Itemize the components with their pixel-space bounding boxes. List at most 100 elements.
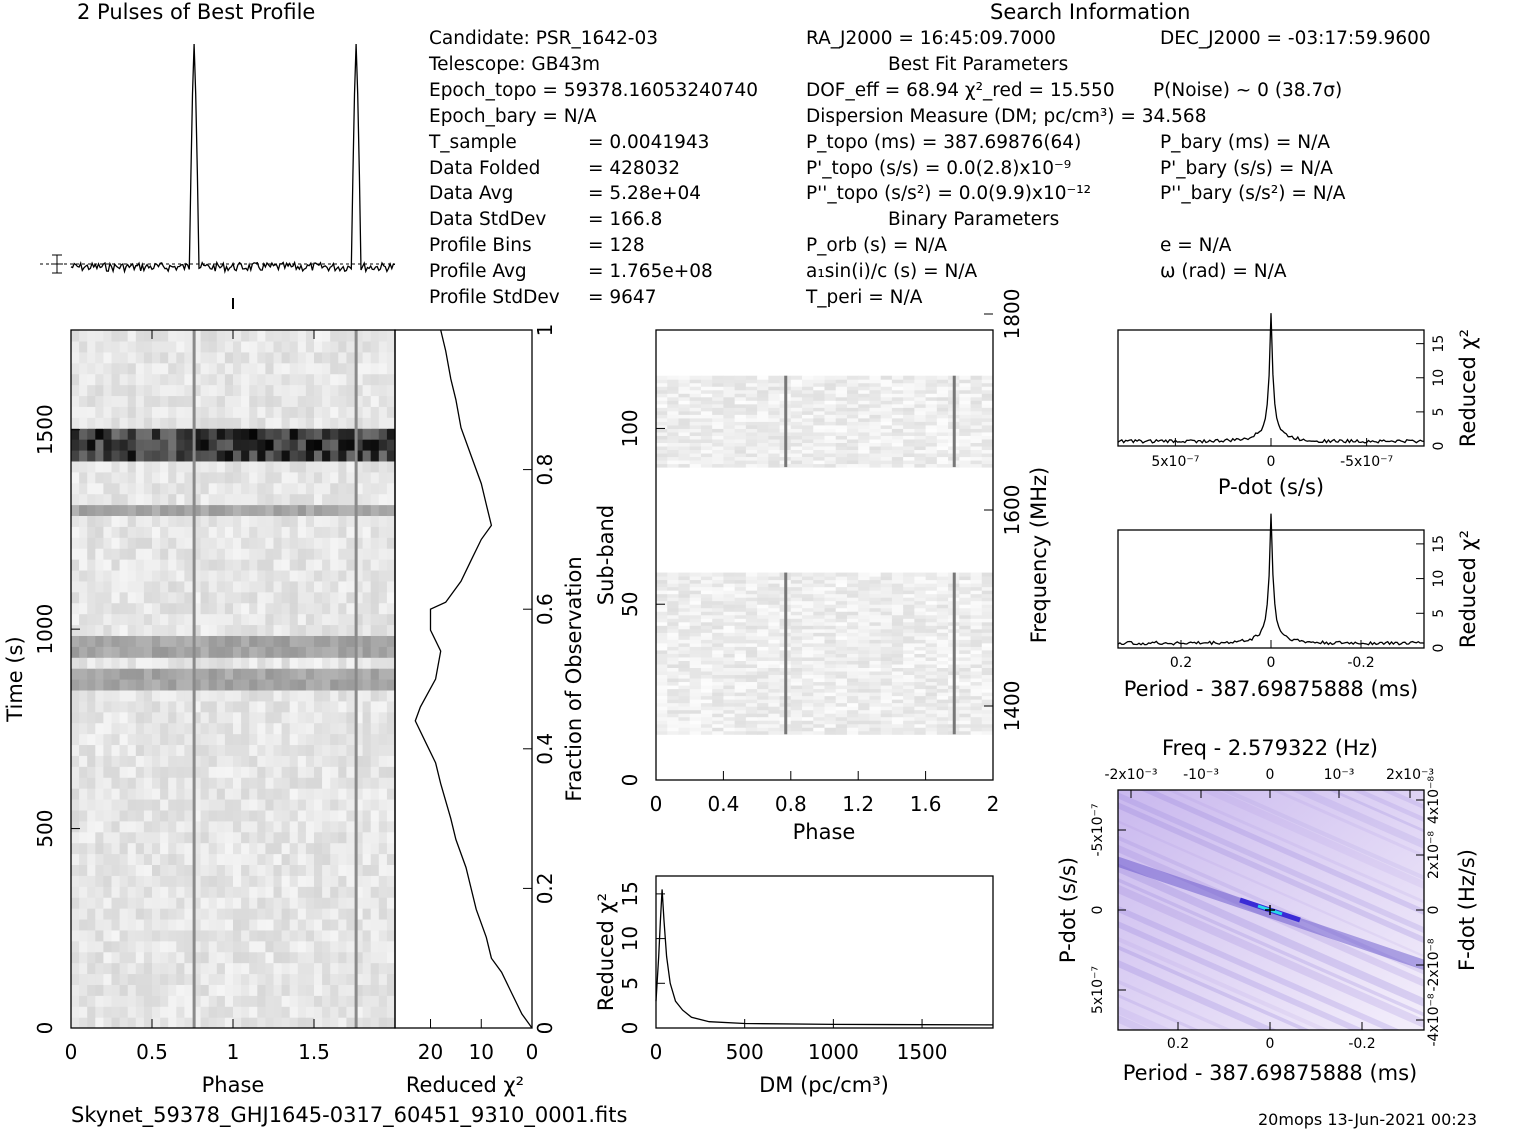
heat-cell (224, 962, 234, 975)
heat-cell (160, 526, 169, 538)
heat-cell (297, 973, 307, 985)
heat-cell (305, 330, 315, 342)
subband-cell (734, 389, 747, 394)
subband-cell (802, 431, 814, 436)
subband-cell (734, 576, 747, 581)
heat-cell (200, 668, 210, 680)
subband-cell (970, 379, 983, 384)
subband-cell (936, 699, 949, 704)
subband-cell (846, 463, 859, 468)
subband-cell (700, 379, 713, 384)
subband-cell (802, 600, 814, 605)
heat-cell (95, 373, 104, 386)
heat-cell (338, 973, 347, 985)
heat-cell (103, 460, 113, 473)
heat-cell (265, 330, 275, 342)
heat-cell (103, 897, 113, 909)
heat-cell (152, 668, 161, 680)
heat-cell (200, 831, 210, 844)
heat-cell (87, 613, 96, 626)
heat-cell (314, 406, 323, 418)
heat-cell (143, 711, 153, 724)
heat-cell (160, 351, 169, 364)
subband-cell (835, 730, 848, 735)
subband-cell (925, 621, 938, 626)
heat-cell (273, 417, 283, 429)
subband-cell (914, 435, 927, 440)
subband-cell (970, 671, 983, 676)
heat-cell (79, 853, 88, 866)
subband-cell (757, 414, 769, 419)
heat-cell (135, 908, 145, 920)
heat-cell (314, 591, 323, 604)
heat-cell (119, 569, 129, 582)
heat-cell (143, 504, 153, 517)
subband-cell (858, 410, 870, 415)
heat-cell (152, 918, 161, 931)
heat-cell (200, 591, 210, 604)
subband-cell (914, 649, 927, 654)
heat-cell (354, 537, 364, 549)
heat-cell (314, 515, 323, 527)
heat-cell (265, 439, 275, 451)
subband-cell (802, 604, 814, 609)
heat-cell (289, 864, 299, 876)
heat-cell (79, 864, 88, 876)
subband-cell (925, 635, 938, 640)
subband-cell (903, 375, 915, 380)
subband-cell (959, 382, 972, 387)
subband-cell (790, 618, 803, 623)
subband-cell (925, 649, 938, 654)
heat-cell (241, 679, 250, 691)
subband-cell (869, 639, 882, 644)
heat-cell (103, 493, 113, 506)
heat-cell (305, 537, 315, 549)
subband-cell (858, 414, 870, 419)
heat-cell (208, 962, 218, 975)
heat-cell (200, 875, 210, 887)
subband-cell (903, 379, 915, 384)
y-tick-label: 500 (33, 809, 57, 847)
heat-cell (281, 395, 291, 407)
subband-cell (835, 453, 848, 458)
subband-cell (734, 421, 747, 426)
subband-cell (802, 400, 814, 405)
subband-cell (723, 421, 736, 426)
heat-cell (386, 504, 395, 517)
heat-cell (127, 493, 137, 506)
subband-cell (925, 435, 938, 440)
heat-cell (338, 711, 347, 724)
y-axis-label: Reduced χ² (594, 893, 618, 1011)
heat-cell (135, 439, 145, 451)
heat-cell (184, 984, 194, 996)
subband-cell (700, 618, 713, 623)
heat-cell (370, 569, 380, 582)
heat-cell (208, 602, 218, 615)
info-p-noise: P(Noise) ~ 0 (38.7σ) (1153, 80, 1343, 101)
subband-cell (846, 382, 859, 387)
heat-cell (71, 613, 80, 626)
subband-cell (678, 642, 691, 647)
subband-cell (846, 386, 859, 391)
subband-cell (790, 382, 803, 387)
heat-cell (297, 820, 307, 833)
subband-cell (802, 713, 814, 718)
heat-cell (257, 962, 266, 975)
subband-cell (925, 375, 938, 380)
heat-cell (143, 548, 153, 560)
heat-cell (87, 537, 96, 549)
heat-cell (176, 886, 185, 898)
subband-cell (970, 646, 983, 651)
heat-cell (216, 482, 226, 495)
heat-cell (322, 504, 331, 517)
subband-cell (712, 632, 724, 637)
subband-cell (880, 442, 893, 447)
subband-cell (700, 400, 713, 405)
heat-cell (370, 984, 380, 996)
subband-cell (700, 456, 713, 461)
heat-cell (135, 569, 145, 582)
heat-cell (103, 406, 113, 418)
subband-cell (802, 449, 814, 454)
heat-cell (224, 1006, 234, 1018)
heat-cell (346, 951, 356, 964)
